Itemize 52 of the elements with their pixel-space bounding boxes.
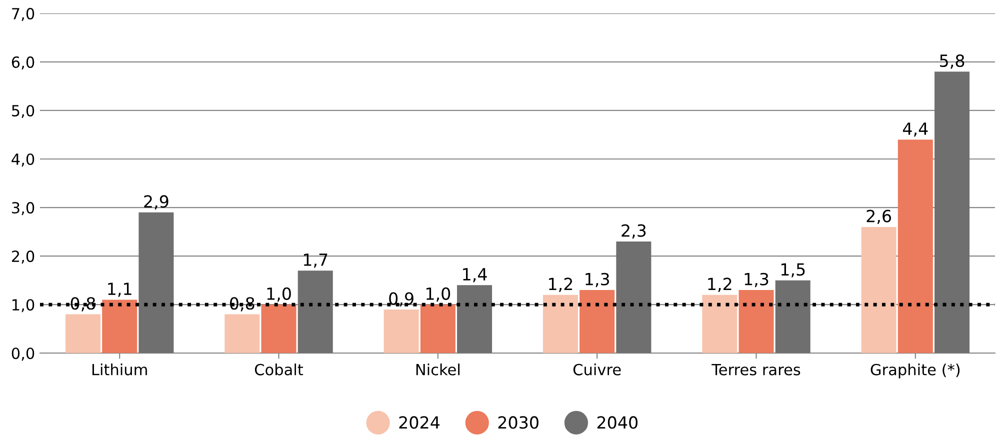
y-tick-label: 7,0 <box>12 8 34 21</box>
x-tick-label: Nickel <box>416 364 460 376</box>
data-label: 2,3 <box>622 224 646 239</box>
data-label: 1,7 <box>304 254 328 268</box>
data-label: 0,9 <box>389 292 414 307</box>
data-label: 2,6 <box>866 210 892 224</box>
data-label: 1,2 <box>549 278 572 292</box>
y-tick-label: 4,0 <box>12 153 34 167</box>
data-label: 1,5 <box>781 263 805 278</box>
y-tick-label: 2,0 <box>12 250 34 264</box>
data-label: 1,2 <box>708 278 732 292</box>
x-tick-label: Lithium <box>92 364 147 376</box>
bar <box>934 72 970 354</box>
x-tick-label: Cuivre <box>573 364 621 376</box>
data-label: 0,8 <box>230 297 254 312</box>
bar <box>542 294 578 354</box>
bar <box>298 270 333 354</box>
y-tick-label: 1,0 <box>12 299 34 312</box>
bar <box>898 140 933 354</box>
bar <box>616 242 652 354</box>
data-label: 1,1 <box>108 282 132 297</box>
y-tick-label: 5,0 <box>12 104 34 118</box>
bar <box>224 314 260 354</box>
data-label: 1,4 <box>463 268 487 282</box>
bar <box>102 300 138 354</box>
bar <box>457 285 492 354</box>
bar <box>261 304 296 354</box>
data-label: 1,0 <box>426 287 450 302</box>
y-tick-label: 3,0 <box>12 202 34 216</box>
data-label: 4,4 <box>902 122 928 137</box>
bar <box>384 309 419 354</box>
y-tick-label: 0,0 <box>12 348 34 361</box>
legend-label: 2024 <box>399 416 440 429</box>
bar <box>65 314 100 354</box>
x-tick-label: Terres rares <box>712 364 800 376</box>
legend-label: 2040 <box>597 416 638 429</box>
data-label: 5,8 <box>940 54 964 69</box>
legend-label: 2030 <box>498 416 538 429</box>
x-tick-label: Graphite (*) <box>870 364 960 378</box>
data-label: 1,3 <box>744 272 768 288</box>
data-label: 1,3 <box>586 272 609 288</box>
data-label: 1,0 <box>267 287 291 302</box>
bar <box>702 294 738 354</box>
y-tick-label: 6,0 <box>12 56 34 70</box>
bar <box>775 280 810 354</box>
x-tick-label: Cobalt <box>254 364 304 376</box>
bar <box>738 290 774 354</box>
data-label: 2,9 <box>144 195 168 210</box>
bar <box>420 304 456 354</box>
bar <box>138 212 174 354</box>
bar <box>861 226 896 354</box>
bar <box>580 290 615 354</box>
